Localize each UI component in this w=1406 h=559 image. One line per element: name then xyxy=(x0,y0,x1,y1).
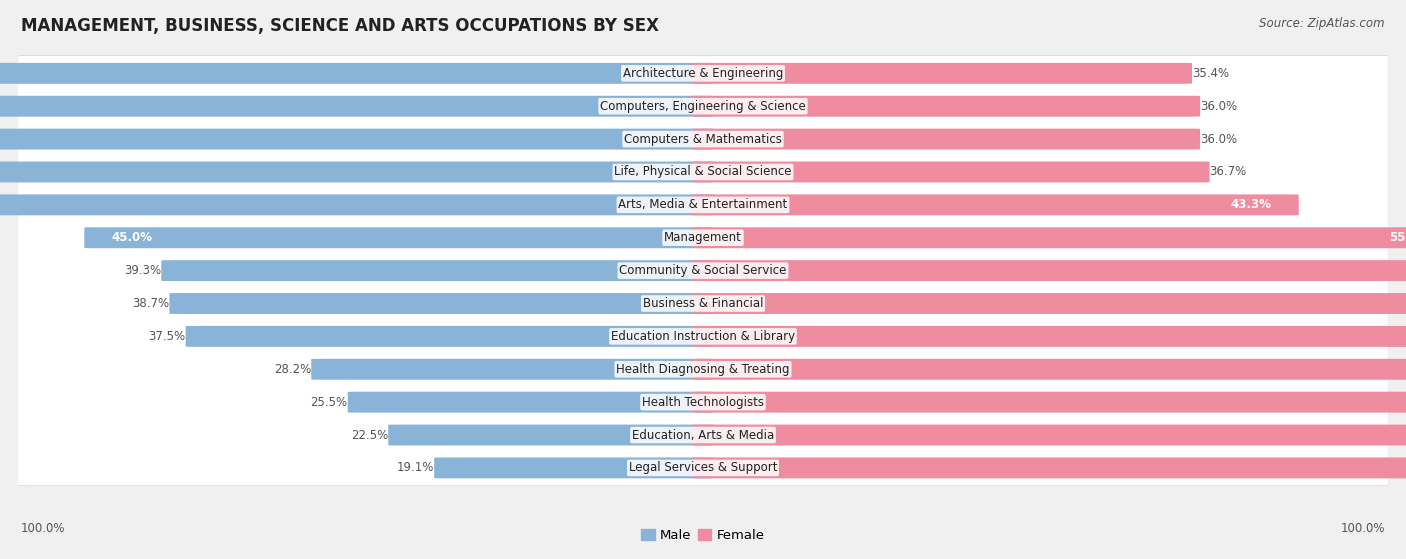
FancyBboxPatch shape xyxy=(692,129,1201,150)
FancyBboxPatch shape xyxy=(18,220,1388,256)
Text: 36.0%: 36.0% xyxy=(1201,100,1237,113)
Text: Management: Management xyxy=(664,231,742,244)
Text: Source: ZipAtlas.com: Source: ZipAtlas.com xyxy=(1260,17,1385,30)
FancyBboxPatch shape xyxy=(18,352,1388,387)
FancyBboxPatch shape xyxy=(692,195,1299,215)
FancyBboxPatch shape xyxy=(18,155,1388,190)
FancyBboxPatch shape xyxy=(18,154,1388,190)
FancyBboxPatch shape xyxy=(692,359,1406,380)
FancyBboxPatch shape xyxy=(692,425,1406,446)
Text: Arts, Media & Entertainment: Arts, Media & Entertainment xyxy=(619,198,787,211)
FancyBboxPatch shape xyxy=(18,286,1388,321)
FancyBboxPatch shape xyxy=(0,96,714,117)
FancyBboxPatch shape xyxy=(692,63,1192,84)
Text: Business & Financial: Business & Financial xyxy=(643,297,763,310)
Text: Education Instruction & Library: Education Instruction & Library xyxy=(612,330,794,343)
FancyBboxPatch shape xyxy=(18,122,1388,157)
FancyBboxPatch shape xyxy=(18,285,1388,322)
Text: 45.0%: 45.0% xyxy=(111,231,152,244)
FancyBboxPatch shape xyxy=(0,63,714,84)
FancyBboxPatch shape xyxy=(18,351,1388,387)
FancyBboxPatch shape xyxy=(18,417,1388,453)
Text: 43.3%: 43.3% xyxy=(1230,198,1271,211)
Text: 22.5%: 22.5% xyxy=(352,429,388,442)
Text: Architecture & Engineering: Architecture & Engineering xyxy=(623,67,783,80)
FancyBboxPatch shape xyxy=(0,129,714,150)
Text: 100.0%: 100.0% xyxy=(21,522,66,535)
FancyBboxPatch shape xyxy=(434,457,714,479)
FancyBboxPatch shape xyxy=(169,293,714,314)
FancyBboxPatch shape xyxy=(18,89,1388,124)
FancyBboxPatch shape xyxy=(84,228,714,248)
FancyBboxPatch shape xyxy=(18,253,1388,289)
Text: MANAGEMENT, BUSINESS, SCIENCE AND ARTS OCCUPATIONS BY SEX: MANAGEMENT, BUSINESS, SCIENCE AND ARTS O… xyxy=(21,17,659,35)
Text: Computers, Engineering & Science: Computers, Engineering & Science xyxy=(600,100,806,113)
FancyBboxPatch shape xyxy=(18,88,1388,125)
FancyBboxPatch shape xyxy=(18,55,1388,92)
FancyBboxPatch shape xyxy=(692,228,1406,248)
FancyBboxPatch shape xyxy=(186,326,714,347)
FancyBboxPatch shape xyxy=(18,418,1388,452)
Text: 100.0%: 100.0% xyxy=(1340,522,1385,535)
FancyBboxPatch shape xyxy=(18,56,1388,91)
Text: Community & Social Service: Community & Social Service xyxy=(619,264,787,277)
FancyBboxPatch shape xyxy=(347,392,714,413)
FancyBboxPatch shape xyxy=(18,451,1388,485)
Text: Health Technologists: Health Technologists xyxy=(643,396,763,409)
FancyBboxPatch shape xyxy=(0,195,714,215)
Text: 37.5%: 37.5% xyxy=(149,330,186,343)
FancyBboxPatch shape xyxy=(692,392,1406,413)
FancyBboxPatch shape xyxy=(692,260,1406,281)
FancyBboxPatch shape xyxy=(692,293,1406,314)
Text: 25.5%: 25.5% xyxy=(311,396,347,409)
FancyBboxPatch shape xyxy=(692,326,1406,347)
FancyBboxPatch shape xyxy=(18,187,1388,222)
Text: 36.7%: 36.7% xyxy=(1209,165,1247,178)
Text: 19.1%: 19.1% xyxy=(396,461,434,475)
FancyBboxPatch shape xyxy=(18,220,1388,255)
FancyBboxPatch shape xyxy=(311,359,714,380)
FancyBboxPatch shape xyxy=(18,187,1388,223)
FancyBboxPatch shape xyxy=(18,318,1388,354)
FancyBboxPatch shape xyxy=(0,162,714,182)
Text: 28.2%: 28.2% xyxy=(274,363,311,376)
FancyBboxPatch shape xyxy=(692,162,1209,182)
Text: 55.0%: 55.0% xyxy=(1389,231,1406,244)
Text: 36.0%: 36.0% xyxy=(1201,132,1237,145)
Legend: Male, Female: Male, Female xyxy=(641,529,765,542)
FancyBboxPatch shape xyxy=(388,425,714,446)
Text: Health Diagnosing & Treating: Health Diagnosing & Treating xyxy=(616,363,790,376)
FancyBboxPatch shape xyxy=(18,121,1388,157)
FancyBboxPatch shape xyxy=(18,319,1388,354)
FancyBboxPatch shape xyxy=(162,260,714,281)
FancyBboxPatch shape xyxy=(18,449,1388,486)
FancyBboxPatch shape xyxy=(18,384,1388,420)
FancyBboxPatch shape xyxy=(18,253,1388,288)
Text: 38.7%: 38.7% xyxy=(132,297,169,310)
Text: Life, Physical & Social Science: Life, Physical & Social Science xyxy=(614,165,792,178)
Text: 35.4%: 35.4% xyxy=(1192,67,1229,80)
FancyBboxPatch shape xyxy=(18,385,1388,420)
Text: Computers & Mathematics: Computers & Mathematics xyxy=(624,132,782,145)
Text: Legal Services & Support: Legal Services & Support xyxy=(628,461,778,475)
Text: Education, Arts & Media: Education, Arts & Media xyxy=(631,429,775,442)
Text: 39.3%: 39.3% xyxy=(124,264,162,277)
FancyBboxPatch shape xyxy=(692,96,1201,117)
FancyBboxPatch shape xyxy=(692,457,1406,479)
